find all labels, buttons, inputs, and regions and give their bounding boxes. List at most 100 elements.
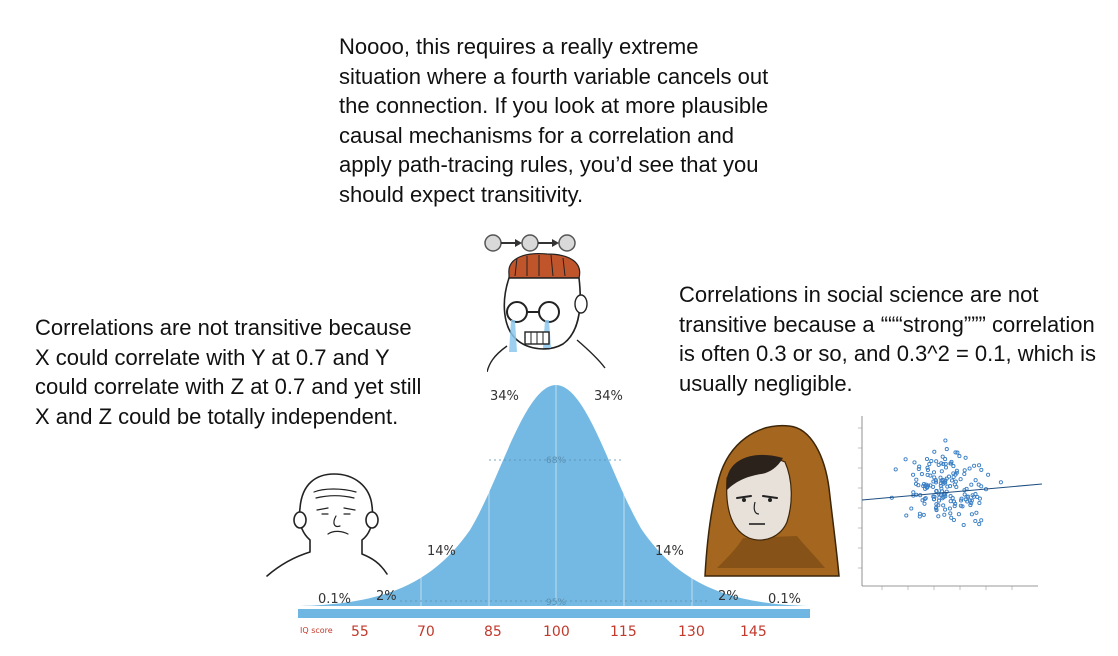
segment-label: 14% xyxy=(655,544,684,559)
scatter-point xyxy=(909,506,914,511)
scatter-point xyxy=(944,447,949,452)
segment-label: 34% xyxy=(490,389,519,404)
tick-label: 85 xyxy=(484,624,502,640)
segment-label: 2% xyxy=(718,589,739,604)
scatter-point xyxy=(952,504,957,509)
scatter-point xyxy=(925,484,930,489)
scatter-point xyxy=(931,470,937,475)
scatter-point xyxy=(939,461,944,466)
scatter-point xyxy=(943,457,948,462)
scatter-point xyxy=(911,490,916,495)
scatter-point xyxy=(969,482,974,487)
scatter-point xyxy=(934,508,939,513)
scatter-point xyxy=(932,497,937,502)
scatter-point xyxy=(944,489,949,494)
scatter-point xyxy=(948,494,953,499)
scatter-point xyxy=(911,472,916,477)
scatter-point xyxy=(922,501,927,506)
scatter-point xyxy=(920,498,925,503)
scatter-point xyxy=(973,518,978,524)
scatter-point xyxy=(938,481,943,486)
scatter-point xyxy=(925,467,930,473)
scatter-point xyxy=(932,449,937,454)
tick-label: 130 xyxy=(678,624,705,640)
scatter-point xyxy=(934,459,939,464)
scatter-point xyxy=(986,472,991,477)
tick-label: 70 xyxy=(417,624,435,640)
inner-label-95: 95% xyxy=(546,598,566,608)
tick-label: 100 xyxy=(543,624,570,640)
iq-bell-curve: 0.1% 2% 14% 34% 34% 14% 2% 0.1% 68% 95% … xyxy=(298,385,810,640)
scatter-point xyxy=(948,484,953,489)
axis-bar xyxy=(298,609,810,618)
scatter-point xyxy=(932,494,937,499)
scatter-point xyxy=(925,472,930,477)
scatter-point xyxy=(917,464,922,469)
scatter-point xyxy=(958,498,964,503)
scatter-point xyxy=(939,469,944,474)
scatter-point xyxy=(942,480,947,485)
segment-label: 0.1% xyxy=(768,592,801,607)
scatter-point xyxy=(974,510,979,515)
scatter-point xyxy=(976,482,981,487)
segment-label: 2% xyxy=(376,589,397,604)
scatter-point xyxy=(941,503,946,508)
left-character xyxy=(266,473,388,577)
scatter-point xyxy=(949,515,954,520)
scatter-point xyxy=(949,478,955,483)
scatter-point xyxy=(932,475,937,480)
scatter-point xyxy=(941,461,946,467)
scatter-point xyxy=(937,495,942,500)
scatter-point xyxy=(913,481,919,486)
scatter-point xyxy=(929,458,934,464)
scatter-point xyxy=(921,512,926,517)
scatter-point xyxy=(942,512,947,517)
scatter-point xyxy=(972,463,977,468)
scatter-point xyxy=(977,496,982,501)
scatter-point xyxy=(949,461,954,466)
scatter-point xyxy=(966,494,971,499)
scatter-point xyxy=(953,479,958,484)
scatter-point xyxy=(914,477,919,482)
scatter-point xyxy=(943,465,949,470)
scatter-point xyxy=(927,462,932,467)
scatter-point xyxy=(946,474,952,479)
scatter-point xyxy=(940,454,945,459)
scatter-point xyxy=(938,475,943,480)
scatter-point xyxy=(951,464,956,469)
scatter-point xyxy=(956,512,961,517)
scatter-point xyxy=(958,477,963,482)
scatter-point xyxy=(936,503,941,508)
scatter-point xyxy=(917,514,922,519)
scatter-point xyxy=(933,478,938,483)
scatter-plot-thumbnail xyxy=(858,416,1043,590)
segment-label: 14% xyxy=(427,544,456,559)
scatter-point xyxy=(934,489,939,494)
scatter-point xyxy=(951,517,956,523)
scatter-point xyxy=(960,504,965,509)
scatter-point xyxy=(948,511,953,516)
tick-label: 115 xyxy=(610,624,637,640)
scatter-point xyxy=(998,480,1003,485)
center-caption: Noooo, this requires a really extreme si… xyxy=(339,34,769,207)
scatter-point xyxy=(943,438,948,443)
scatter-point xyxy=(954,468,959,473)
three-node-chain-icon xyxy=(484,234,576,252)
right-caption: Correlations in social science are not t… xyxy=(679,282,1096,396)
bell-curve-fill xyxy=(300,385,810,606)
scatter-point xyxy=(964,494,969,499)
scatter-point xyxy=(957,454,962,459)
tick-label: 145 xyxy=(740,624,767,640)
scatter-point xyxy=(947,506,952,511)
inner-label-68: 68% xyxy=(546,456,566,466)
scatter-point xyxy=(923,496,928,501)
center-character xyxy=(487,252,606,372)
scatter-point xyxy=(969,498,974,503)
scatter-point xyxy=(948,499,953,504)
scatter-point xyxy=(916,466,921,472)
scatter-point xyxy=(921,483,926,489)
scatter-point xyxy=(955,450,960,455)
scatter-point xyxy=(967,466,972,471)
scatter-point xyxy=(933,505,939,510)
scatter-point xyxy=(950,496,955,501)
